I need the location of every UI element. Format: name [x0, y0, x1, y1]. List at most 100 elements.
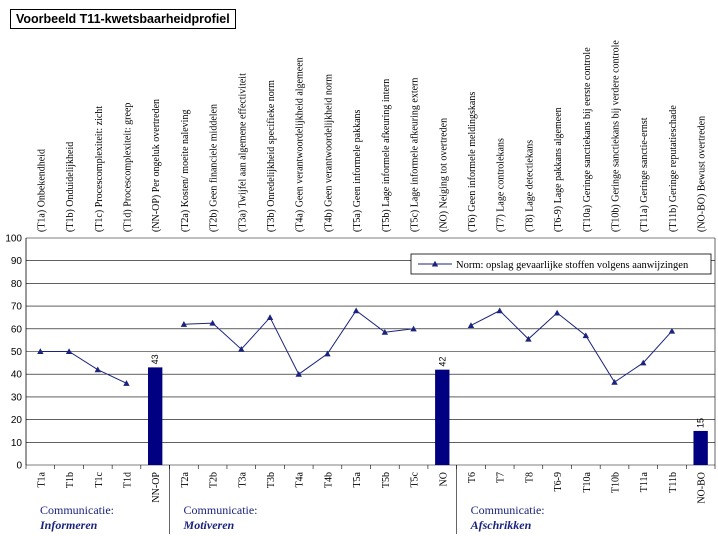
long-label: (T10a) Geringe sanctiekans bij eerste co…: [582, 47, 593, 232]
line-series: [37, 307, 676, 386]
legend-label: Norm: opslag gevaarlijke stoffen volgens…: [456, 260, 689, 271]
category-labels: T1a T1b T1c T1d NN-OP T2a T2b T3a T3b T4a T4b T5a T5…: [36, 471, 707, 503]
y-tick-label: 0: [16, 461, 22, 472]
series-line: [40, 351, 127, 384]
long-label: (T11a) Geringe sanctie-ernst: [639, 117, 650, 232]
legend: Norm: opslag gevaarlijke stoffen volgens…: [410, 253, 712, 275]
data-point: [180, 321, 188, 327]
category-label: T5a: [352, 471, 363, 487]
category-label: T8: [524, 472, 535, 483]
category-label: T1a: [36, 471, 47, 487]
long-label: (T2a) Kosten/ moeite naleving: [180, 110, 191, 232]
data-point: [324, 350, 331, 357]
category-label: T3b: [266, 472, 277, 488]
data-point: [266, 314, 274, 321]
long-label: (T6) Geen informele meldingskans: [467, 92, 478, 232]
long-label: (T1d) Procescomplexiteit: greep: [122, 103, 133, 232]
long-label: (T3b) Onredelijkheid specifieke norm: [266, 80, 277, 232]
long-label: (T5b) Lage informele afkeuring intern: [381, 79, 392, 232]
group-title: Communicatie:: [40, 503, 114, 517]
category-label: T4a: [295, 471, 306, 487]
data-point: [209, 319, 216, 326]
category-label: T11b: [668, 472, 679, 493]
data-point: [611, 378, 618, 385]
data-point: [553, 309, 561, 316]
data-point: [352, 307, 360, 314]
long-label: (T4a) Geen verantwoordelijkheid algemeen: [295, 57, 306, 232]
long-label: (NN-OP) Per ongeluk overtreden: [151, 99, 162, 232]
category-label: T1d: [122, 472, 133, 488]
category-label: T5b: [381, 472, 392, 488]
category-label: NO-BO: [697, 472, 708, 504]
y-tick-label: 70: [11, 302, 23, 313]
groups: Communicatie:InformerenCommunicatie:Moti…: [39, 503, 545, 532]
category-label: T1c: [94, 471, 105, 487]
y-tick-label: 40: [11, 370, 23, 381]
group-subtitle: Motiveren: [183, 518, 235, 532]
long-label: (T1c) Procescomplexiteit: zicht: [94, 106, 105, 232]
bar-series: 43 42 15: [148, 354, 708, 465]
long-label: (T7) Lage controlekans: [496, 138, 507, 232]
group-subtitle: Afschrikken: [470, 518, 532, 532]
y-axis-ticks: 0 10 20 30 40 50 60 70 80 90 100: [5, 234, 22, 472]
category-label: T5c: [410, 471, 421, 487]
group-title: Communicatie:: [471, 503, 545, 517]
y-tick-label: 60: [11, 324, 23, 335]
data-point: [123, 380, 130, 386]
long-label: (T10b) Geringe sanctiekans bij verdere c…: [611, 40, 622, 232]
bar: [435, 369, 450, 465]
group-title: Communicatie:: [184, 503, 258, 517]
category-label: T2b: [209, 472, 220, 488]
data-point: [410, 325, 417, 332]
long-label: (T5c) Lage informele afkeuring extern: [410, 78, 421, 232]
y-tick-label: 90: [11, 256, 23, 267]
category-label: T4b: [323, 472, 334, 488]
data-point: [496, 307, 503, 314]
y-tick-label: 30: [11, 392, 23, 403]
data-point: [295, 371, 302, 377]
bar-data-label: 42: [437, 357, 447, 367]
data-point: [640, 359, 647, 366]
category-label: T10a: [582, 471, 593, 492]
bar-data-label: 43: [150, 354, 160, 364]
group-subtitle: Informeren: [39, 518, 98, 532]
category-label: T3a: [237, 471, 248, 487]
series-line: [183, 309, 414, 375]
legend-marker: [431, 260, 439, 267]
bar: [148, 367, 163, 465]
long-label: (T4b) Geen verantwoordelijkheid norm: [323, 74, 334, 232]
bar: [693, 430, 708, 465]
long-label: (T5a) Geen informele pakkans: [352, 109, 363, 232]
long-label: (T6-9) Lage pakkans algemeen: [553, 107, 564, 232]
category-label: T11a: [639, 471, 650, 492]
data-point: [467, 322, 475, 328]
long-label: (T1b) Onduidelijkheid: [65, 142, 76, 232]
category-label: T2a: [180, 471, 191, 487]
y-tick-label: 50: [11, 347, 23, 358]
long-label: (T1a) Onbekendheid: [36, 149, 47, 232]
long-label: (NO) Neiging tot overtreden: [438, 118, 449, 232]
long-label: (T11b) Geringe reputatieschade: [668, 105, 679, 232]
data-point: [238, 346, 245, 352]
data-point: [94, 366, 101, 373]
category-label: NN-OP: [151, 472, 162, 503]
series-line: [470, 310, 673, 383]
data-point: [668, 327, 676, 334]
category-label: NO: [438, 472, 449, 486]
y-tick-label: 80: [11, 279, 23, 290]
y-tick-label: 100: [5, 234, 22, 245]
data-point: [65, 348, 73, 355]
bar-data-label: 15: [696, 418, 706, 428]
long-label: (T3a) Twijfel aan algemene effectiviteit: [237, 73, 248, 232]
legend-box: [410, 253, 712, 275]
chart-title: Voorbeeld T11-kwetsbaarheidprofiel: [10, 9, 236, 29]
data-point: [582, 332, 590, 339]
category-label: T1b: [65, 472, 76, 488]
category-label: T6: [467, 472, 478, 483]
category-label: T6-9: [553, 472, 564, 491]
data-point: [37, 348, 44, 355]
long-labels: (T1a) Onbekendheid (T1b) Onduidelijkheid (…: [36, 40, 707, 232]
y-tick-label: 20: [11, 415, 23, 426]
category-label: T10b: [611, 472, 622, 493]
